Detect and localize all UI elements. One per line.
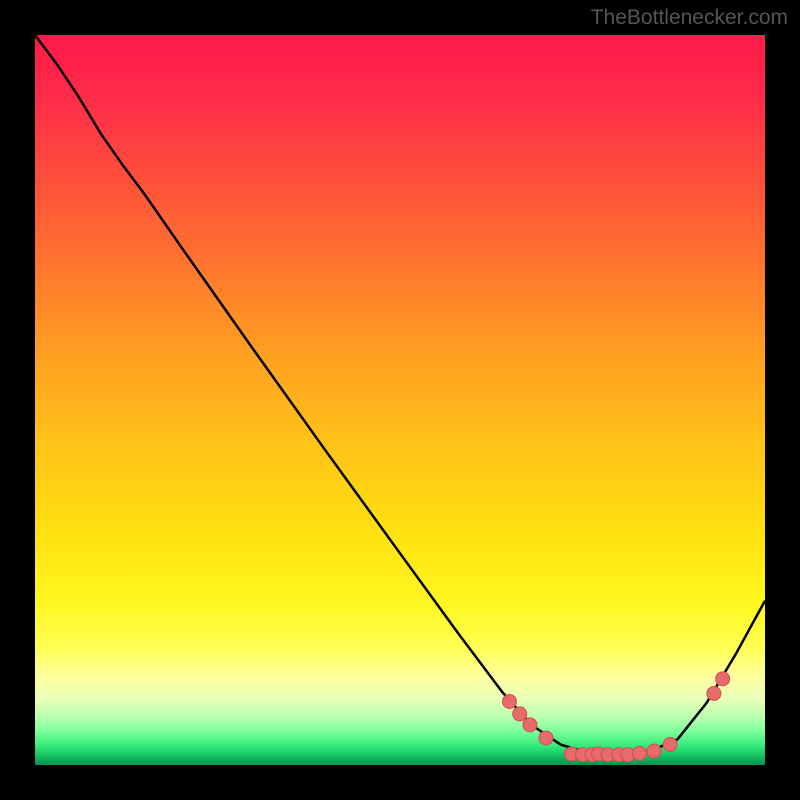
marker-point <box>707 686 721 700</box>
marker-point <box>647 744 661 758</box>
marker-point <box>716 672 730 686</box>
marker-point <box>539 731 553 745</box>
marker-point <box>513 707 527 721</box>
marker-point <box>632 746 646 760</box>
marker-point <box>663 738 677 752</box>
chart-overlay <box>35 35 765 765</box>
marker-point <box>523 718 537 732</box>
plot-area <box>35 35 765 765</box>
bottleneck-curve <box>35 35 765 755</box>
watermark-text: TheBottlenecker.com <box>591 6 788 30</box>
marker-point <box>503 694 517 708</box>
